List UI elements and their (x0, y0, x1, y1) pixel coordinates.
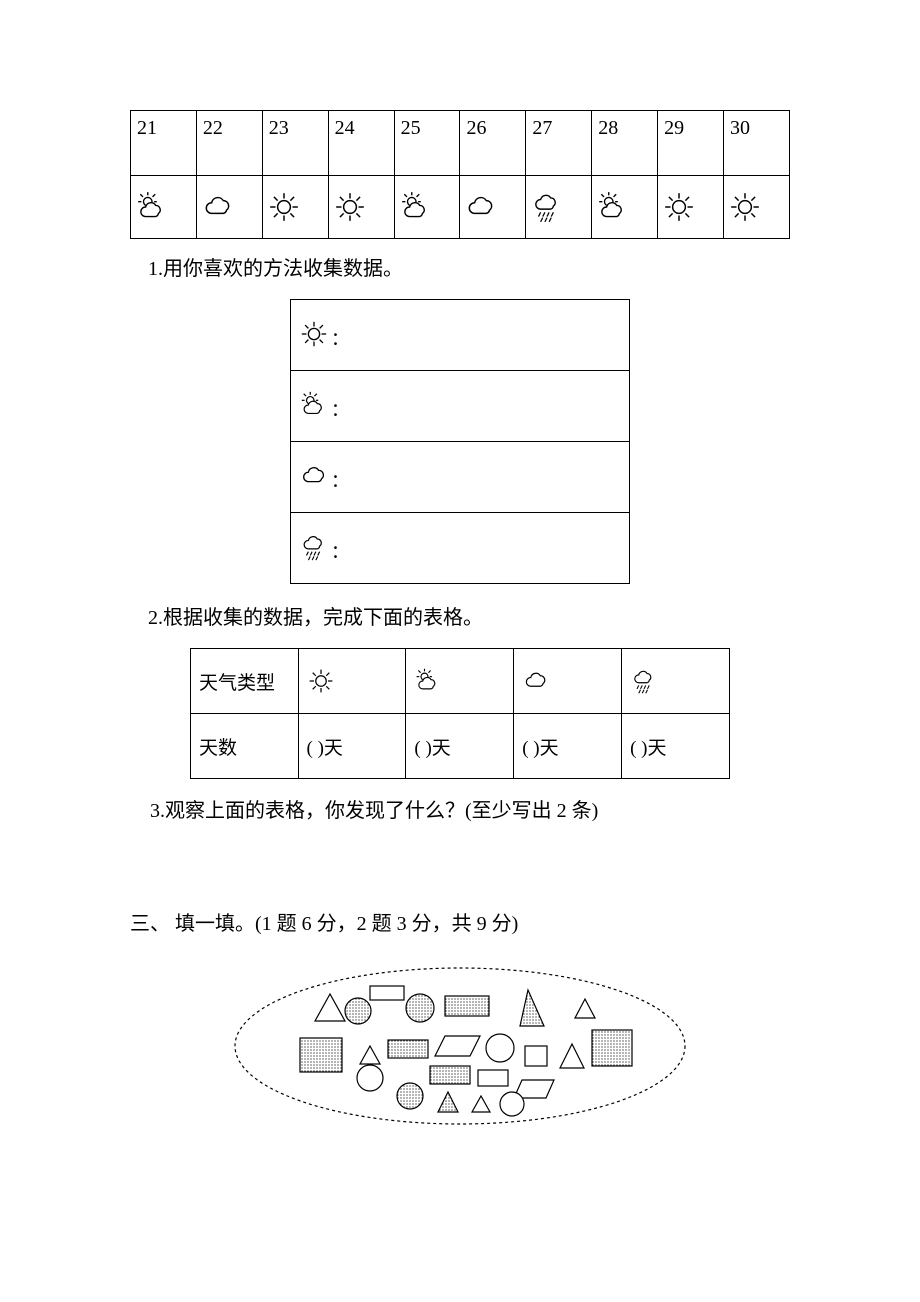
table-row: ： (291, 442, 630, 513)
day-cell: 25 (394, 111, 460, 176)
tally-table: ： ： ： ： (290, 299, 630, 584)
colon: ： (331, 329, 349, 349)
sun-icon (333, 190, 367, 224)
weather-icon-cell (724, 176, 790, 239)
tally-cell: ： (291, 442, 630, 513)
cloud-icon (299, 461, 329, 491)
day-cell: 27 (526, 111, 592, 176)
partly-cloudy-icon (135, 190, 169, 224)
cloud-icon (464, 190, 498, 224)
table-row: ： (291, 300, 630, 371)
section-3-heading: 三、 填一填。(1 题 6 分，2 题 3 分，共 9 分) (130, 907, 790, 936)
weather-icon-cell (460, 176, 526, 239)
partly-cloudy-icon (596, 190, 630, 224)
cloud-icon (522, 667, 550, 695)
question-3-text: 3.观察上面的表格，你发现了什么？(至少写出 2 条) (150, 795, 790, 827)
tally-cell: ： (291, 371, 630, 442)
partly-cloudy-icon (299, 390, 329, 420)
summary-icon-cell (622, 649, 730, 714)
weather-icon-cell (394, 176, 460, 239)
summary-icon-cell (298, 649, 406, 714)
summary-blank-cell: ( )天 (514, 714, 622, 779)
rain-icon (299, 532, 329, 562)
day-cell: 29 (658, 111, 724, 176)
rain-icon (530, 190, 564, 224)
shapes-svg (220, 956, 700, 1136)
question-2-text: 2.根据收集的数据，完成下面的表格。 (148, 602, 790, 634)
summary-icon-cell (406, 649, 514, 714)
sun-icon (662, 190, 696, 224)
colon: ： (331, 471, 349, 491)
table-row: 天气类型 (191, 649, 730, 714)
table-row: ： (291, 371, 630, 442)
weather-icon-cell (196, 176, 262, 239)
weather-icon-cell (328, 176, 394, 239)
table-row: ： (291, 513, 630, 584)
rain-icon (630, 667, 658, 695)
day-cell: 21 (131, 111, 197, 176)
cloud-icon (201, 190, 235, 224)
table-row (131, 176, 790, 239)
day-cell: 28 (592, 111, 658, 176)
colon: ： (331, 400, 349, 420)
day-cell: 24 (328, 111, 394, 176)
summary-icon-cell (514, 649, 622, 714)
tally-cell: ： (291, 300, 630, 371)
table-row: 21 22 23 24 25 26 27 28 29 30 (131, 111, 790, 176)
day-cell: 30 (724, 111, 790, 176)
partly-cloudy-icon (399, 190, 433, 224)
sun-icon (267, 190, 301, 224)
shapes-figure (220, 956, 700, 1141)
summary-blank-cell: ( )天 (298, 714, 406, 779)
summary-head-weather: 天气类型 (191, 649, 299, 714)
table-row: 天数 ( )天 ( )天 ( )天 ( )天 (191, 714, 730, 779)
question-1-text: 1.用你喜欢的方法收集数据。 (148, 253, 790, 285)
summary-head-days: 天数 (191, 714, 299, 779)
sun-icon (307, 667, 335, 695)
day-cell: 23 (262, 111, 328, 176)
summary-blank-cell: ( )天 (406, 714, 514, 779)
weather-icon-cell (658, 176, 724, 239)
weather-icon-cell (131, 176, 197, 239)
summary-table: 天气类型 天数 ( )天 ( )天 ( )天 ( )天 (190, 648, 730, 779)
colon: ： (331, 542, 349, 562)
tally-cell: ： (291, 513, 630, 584)
day-cell: 22 (196, 111, 262, 176)
weather-icon-cell (262, 176, 328, 239)
day-cell: 26 (460, 111, 526, 176)
sun-icon (728, 190, 762, 224)
sun-icon (299, 319, 329, 349)
weather-icon-cell (526, 176, 592, 239)
weather-days-table: 21 22 23 24 25 26 27 28 29 30 (130, 110, 790, 239)
partly-cloudy-icon (414, 667, 442, 695)
summary-blank-cell: ( )天 (622, 714, 730, 779)
weather-icon-cell (592, 176, 658, 239)
page: 21 22 23 24 25 26 27 28 29 30 1.用你喜欢的方法收… (0, 0, 920, 1302)
